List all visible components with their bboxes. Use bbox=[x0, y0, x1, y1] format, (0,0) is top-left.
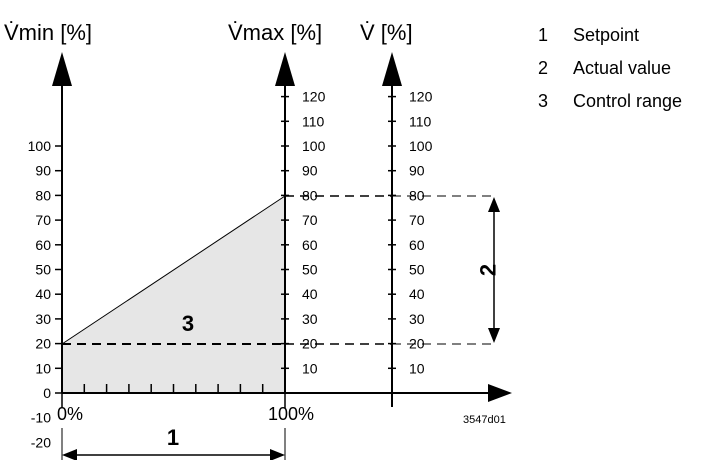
tick-label: 110 bbox=[409, 113, 432, 129]
vmax-axis-ticks: 120 110 100 90 80 70 60 50 40 30 20 10 bbox=[281, 89, 326, 376]
tick-label: 80 bbox=[302, 187, 318, 203]
legend-label: Setpoint bbox=[573, 25, 640, 45]
tick-label: 120 bbox=[409, 89, 433, 105]
vmin-axis-title: V̇min [%] bbox=[4, 20, 92, 45]
x-axis-arrow-icon bbox=[488, 384, 512, 402]
tick-label: 110 bbox=[302, 113, 325, 129]
actual-value-up-arrow-icon bbox=[488, 197, 500, 212]
vmin-axis-arrow-icon bbox=[52, 52, 72, 86]
legend-number: 2 bbox=[538, 58, 549, 78]
x-axis-start-label: 0% bbox=[57, 404, 83, 424]
actual-value-marker: 2 bbox=[476, 264, 501, 276]
tick-label: 100 bbox=[302, 138, 326, 154]
tick-label: 60 bbox=[302, 237, 318, 253]
tick-label: 30 bbox=[35, 311, 51, 327]
v-axis-title: V̇ [%] bbox=[360, 20, 413, 45]
tick-label: 30 bbox=[302, 311, 318, 327]
setpoint-left-arrow-icon bbox=[62, 449, 77, 460]
control-range-slope-line bbox=[61, 195, 286, 345]
vmax-axis-title: V̇max [%] bbox=[228, 20, 322, 45]
tick-label: 0 bbox=[43, 385, 51, 401]
tick-label: 20 bbox=[35, 336, 51, 352]
legend-number: 3 bbox=[538, 91, 549, 111]
tick-label: 10 bbox=[409, 360, 425, 376]
tick-label: 60 bbox=[409, 237, 425, 253]
tick-label: 40 bbox=[35, 286, 51, 302]
tick-label: -20 bbox=[31, 434, 51, 450]
legend-item-actual-value: 2 Actual value bbox=[538, 52, 682, 85]
tick-label: 100 bbox=[28, 138, 52, 154]
v-axis-ticks: 120 110 100 90 80 70 60 50 40 30 20 10 bbox=[388, 89, 433, 376]
tick-label: 120 bbox=[302, 89, 326, 105]
legend-label: Control range bbox=[573, 91, 683, 111]
tick-label: 90 bbox=[35, 163, 51, 179]
v-axis-arrow-icon bbox=[382, 52, 402, 86]
tick-label: 40 bbox=[302, 286, 318, 302]
setpoint-right-arrow-icon bbox=[270, 449, 285, 460]
legend-number: 1 bbox=[538, 25, 549, 45]
legend-label: Actual value bbox=[573, 58, 672, 78]
tick-label: 60 bbox=[35, 237, 51, 253]
tick-label: 80 bbox=[409, 187, 425, 203]
tick-label: 30 bbox=[409, 311, 425, 327]
tick-label: 100 bbox=[409, 138, 433, 154]
control-range-area bbox=[62, 196, 285, 393]
x-axis-end-label: 100% bbox=[268, 404, 314, 424]
tick-label: 70 bbox=[302, 212, 318, 228]
tick-label: 40 bbox=[409, 286, 425, 302]
tick-label: 10 bbox=[35, 360, 51, 376]
tick-label: 70 bbox=[409, 212, 425, 228]
tick-label: 50 bbox=[302, 262, 318, 278]
tick-label: 90 bbox=[409, 163, 425, 179]
tick-label: 80 bbox=[35, 187, 51, 203]
vmax-axis-arrow-icon bbox=[275, 52, 295, 86]
legend: 1 Setpoint 2 Actual value 3 Control range bbox=[538, 19, 682, 118]
setpoint-marker: 1 bbox=[167, 425, 179, 450]
tick-label: 50 bbox=[409, 262, 425, 278]
legend-item-control-range: 3 Control range bbox=[538, 85, 682, 118]
tick-label: -10 bbox=[31, 410, 51, 426]
legend-item-setpoint: 1 Setpoint bbox=[538, 19, 682, 52]
tick-label: 20 bbox=[302, 336, 318, 352]
tick-label: 50 bbox=[35, 262, 51, 278]
drawing-code-label: 3547d01 bbox=[463, 414, 506, 426]
tick-label: 70 bbox=[35, 212, 51, 228]
tick-label: 90 bbox=[302, 163, 318, 179]
tick-label: 20 bbox=[409, 336, 425, 352]
actual-value-down-arrow-icon bbox=[488, 328, 500, 343]
control-range-marker: 3 bbox=[182, 311, 194, 336]
tick-label: 10 bbox=[302, 360, 318, 376]
x-axis-ticks bbox=[61, 384, 286, 460]
